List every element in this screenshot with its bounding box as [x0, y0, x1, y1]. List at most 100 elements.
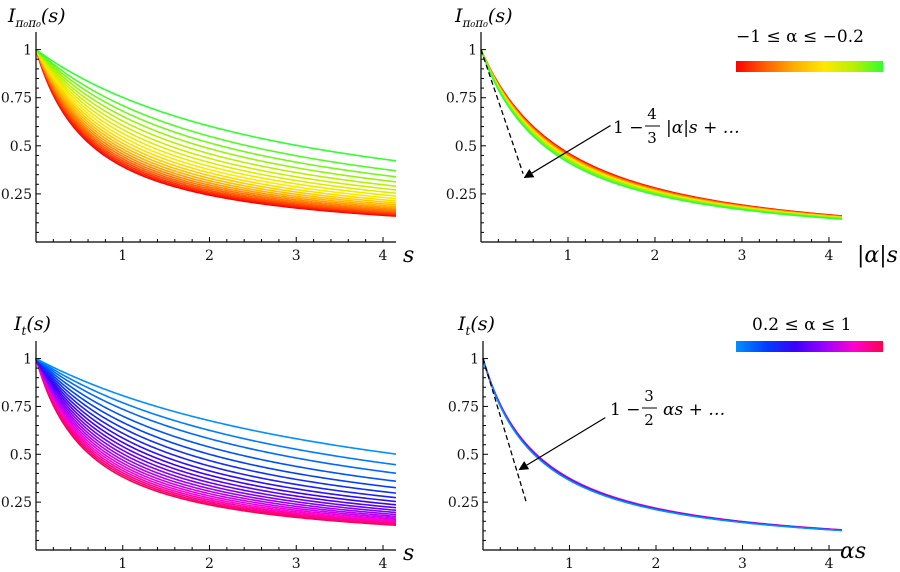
y-axis-label: It(s)	[13, 313, 51, 338]
series-line-15	[35, 49, 397, 195]
series-line-18	[35, 357, 397, 483]
series-line-12	[35, 49, 397, 202]
series-line-1	[482, 358, 843, 531]
series-line-6	[35, 49, 397, 212]
series-line-7	[35, 358, 397, 519]
y-tick-label: 0.75	[448, 399, 479, 415]
y-tick-label: 0.25	[448, 495, 479, 511]
x-axis-label: αs	[840, 539, 866, 564]
series-line-5	[482, 358, 843, 532]
x-tick-label: 2	[652, 556, 661, 572]
svg-text:1 −: 1 −	[613, 118, 643, 138]
x-axis-label: s	[403, 541, 414, 566]
series-line-3	[35, 358, 397, 524]
x-tick-label: 4	[379, 556, 388, 572]
y-tick-label: 1	[468, 43, 477, 59]
series-line-1	[35, 358, 397, 527]
series-line-15	[35, 358, 397, 499]
series-line-20	[35, 357, 397, 466]
series-line-5	[35, 358, 397, 522]
series-line-10	[35, 49, 397, 206]
x-tick-label: 1	[564, 248, 573, 264]
series-line-14	[35, 49, 397, 197]
svg-text:3: 3	[647, 129, 657, 147]
annotation-label: 1 − 3 2 αs + …	[610, 387, 725, 429]
series-line-8	[35, 49, 397, 209]
series-line-7	[35, 49, 397, 211]
y-tick-label: 0.75	[1, 91, 32, 107]
series-line-4	[482, 358, 843, 532]
legend-colorbar	[736, 61, 883, 72]
tangent-dashed-line	[480, 49, 524, 174]
y-tick-label: 0.5	[455, 139, 477, 155]
svg-text:1 −: 1 −	[610, 400, 640, 420]
legend-label: −1 ≤ α ≤ −0.2	[736, 27, 864, 47]
svg-text:|α|s + …: |α|s + …	[666, 118, 740, 138]
series-line-6	[35, 358, 397, 521]
x-tick-label: 2	[651, 248, 660, 264]
series-line-19	[35, 49, 397, 178]
series-line-11	[480, 49, 843, 220]
chart-panel-bottom-right: It(s) αs 0.2 ≤ α ≤ 1 1 2 3 4 0.25 0.5 0.75 1 1 …	[448, 313, 883, 572]
y-tick-label: 0.75	[1, 399, 32, 415]
series-line-5	[35, 49, 397, 213]
tangent-dashed-line	[482, 358, 527, 503]
svg-text:2: 2	[644, 411, 654, 429]
series-line-9	[35, 49, 397, 208]
y-tick-label: 1	[470, 352, 479, 368]
series-line-3	[482, 358, 843, 531]
y-tick-label: 0.5	[457, 447, 479, 463]
series-line-13	[35, 358, 397, 506]
svg-text:4: 4	[647, 105, 657, 123]
series-line-2	[35, 49, 397, 217]
series-line-14	[35, 358, 397, 503]
series-line-4	[35, 358, 397, 523]
x-tick-label: 4	[379, 248, 388, 264]
x-axis-label: |α|s	[857, 243, 898, 268]
series-line-2	[35, 358, 397, 526]
y-tick-label: 0.25	[1, 495, 32, 511]
y-tick-label: 0.25	[446, 187, 477, 203]
y-tick-label: 1	[23, 43, 32, 59]
x-axis-label: s	[403, 243, 414, 268]
series-line-18	[35, 49, 397, 183]
y-tick-label: 0.5	[10, 447, 32, 463]
svg-text:αs + …: αs + …	[663, 400, 725, 420]
x-tick-label: 4	[824, 248, 833, 264]
x-tick-label: 3	[292, 248, 301, 264]
y-tick-label: 0.25	[1, 187, 32, 203]
y-axis-label: It(s)	[457, 313, 495, 338]
series-line-17	[35, 49, 397, 188]
series-line-3	[35, 49, 397, 216]
series-line-16	[35, 49, 397, 191]
annotation-label: 1 − 4 3 |α|s + …	[613, 105, 740, 147]
series-line-12	[35, 358, 397, 509]
svg-text:3: 3	[644, 387, 654, 405]
series-line-4	[35, 49, 397, 215]
x-tick-label: 3	[738, 556, 747, 572]
x-tick-label: 1	[565, 556, 574, 572]
y-axis-label: Iπ₀π₀(s)	[7, 5, 66, 30]
chart-panel-bottom-left: It(s) s 1 2 3 4 0.25 0.5 0.75 1	[1, 313, 414, 572]
annotation-arrow	[523, 125, 611, 179]
legend-colorbar	[736, 341, 883, 352]
x-tick-label: 2	[205, 248, 214, 264]
annotation-arrow	[518, 417, 606, 471]
y-tick-label: 1	[23, 352, 32, 368]
y-tick-label: 0.5	[10, 139, 32, 155]
x-tick-label: 3	[738, 248, 747, 264]
series-line-2	[482, 358, 843, 531]
chart-panel-top-left: Iπ₀π₀(s) s 1 2 3 4 0.25 0.5 0.75 1	[1, 5, 414, 268]
x-tick-label: 1	[118, 556, 127, 572]
series-line-9	[35, 358, 397, 516]
series-line-10	[35, 358, 397, 514]
series-line-20	[35, 49, 397, 172]
series-line-19	[35, 357, 397, 475]
series-line-17	[35, 358, 397, 489]
x-tick-label: 3	[292, 556, 301, 572]
y-axis-label: Iπ₀π₀(s)	[454, 5, 513, 30]
series-line-21	[35, 48, 397, 162]
series-line-11	[35, 358, 397, 512]
series-line-1	[35, 49, 397, 217]
